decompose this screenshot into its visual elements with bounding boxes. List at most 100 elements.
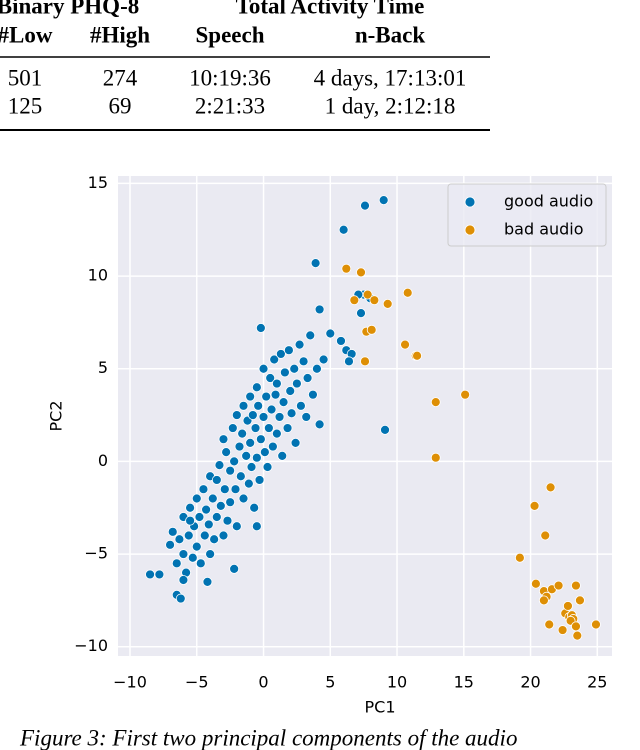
point bbox=[259, 447, 270, 458]
point bbox=[218, 434, 229, 445]
point bbox=[178, 549, 189, 559]
point bbox=[430, 397, 441, 408]
legend-box bbox=[447, 183, 607, 247]
point bbox=[369, 295, 380, 306]
point bbox=[247, 410, 258, 420]
table-cell: 1 day, 2:12:18 bbox=[325, 93, 456, 118]
point bbox=[529, 500, 540, 511]
point bbox=[250, 423, 261, 433]
point bbox=[282, 423, 293, 433]
point bbox=[234, 441, 245, 452]
point bbox=[231, 521, 242, 532]
column-header: #High bbox=[90, 22, 150, 47]
point bbox=[265, 373, 276, 383]
point bbox=[243, 478, 254, 489]
x-tick-label: 10 bbox=[387, 673, 407, 692]
point bbox=[202, 576, 213, 587]
point bbox=[165, 539, 175, 550]
point bbox=[292, 378, 302, 389]
point bbox=[191, 541, 202, 552]
point bbox=[211, 475, 222, 485]
point bbox=[187, 552, 198, 563]
point bbox=[258, 363, 269, 374]
point bbox=[325, 328, 336, 339]
y-tick-label: 15 bbox=[88, 173, 108, 192]
point bbox=[289, 363, 300, 374]
x-tick-label: −10 bbox=[113, 673, 147, 692]
point bbox=[263, 423, 274, 433]
point bbox=[402, 287, 413, 298]
point bbox=[275, 349, 286, 359]
point bbox=[380, 424, 390, 435]
table-cell: 10:19:36 bbox=[189, 65, 271, 90]
point bbox=[283, 345, 294, 356]
caption: Figure 3: First two principal components… bbox=[19, 725, 517, 750]
point bbox=[221, 447, 232, 458]
point bbox=[338, 224, 349, 235]
point bbox=[270, 389, 281, 400]
point bbox=[167, 526, 178, 537]
point bbox=[230, 484, 241, 495]
table-cell: 501 bbox=[8, 65, 43, 90]
point bbox=[251, 521, 262, 532]
point bbox=[286, 408, 297, 419]
point bbox=[225, 465, 236, 476]
point bbox=[227, 423, 238, 433]
point bbox=[341, 263, 352, 274]
point bbox=[298, 356, 309, 367]
point bbox=[251, 452, 262, 463]
point bbox=[183, 530, 194, 541]
point bbox=[572, 630, 583, 641]
group-header: Total Activity Time bbox=[236, 0, 425, 18]
point bbox=[261, 391, 272, 402]
legend-marker bbox=[464, 224, 476, 236]
point bbox=[255, 323, 266, 333]
point bbox=[362, 289, 373, 300]
point bbox=[207, 493, 218, 504]
point bbox=[271, 378, 282, 389]
point bbox=[238, 493, 249, 504]
point bbox=[195, 558, 206, 569]
point bbox=[255, 434, 266, 445]
point bbox=[514, 552, 525, 563]
point bbox=[382, 298, 393, 309]
point bbox=[575, 595, 585, 606]
column-header: Speech bbox=[196, 22, 265, 47]
point bbox=[285, 386, 296, 396]
point bbox=[214, 460, 225, 471]
point bbox=[199, 530, 210, 541]
legend-label: bad audio bbox=[504, 220, 584, 239]
point bbox=[290, 437, 301, 448]
point bbox=[314, 304, 325, 315]
point bbox=[312, 363, 322, 374]
point bbox=[185, 515, 195, 526]
point bbox=[209, 534, 220, 545]
group-header: Binary PHQ-8 bbox=[0, 0, 139, 18]
point bbox=[296, 400, 306, 411]
x-tick-label: 20 bbox=[520, 673, 540, 692]
point bbox=[356, 267, 366, 278]
y-tick-label: −10 bbox=[74, 636, 108, 655]
point bbox=[530, 578, 541, 589]
x-axis-label: PC1 bbox=[365, 698, 396, 717]
x-tick-label: 0 bbox=[258, 673, 268, 692]
point bbox=[540, 530, 551, 541]
legend-label: good audio bbox=[504, 192, 593, 211]
point bbox=[211, 512, 222, 522]
point bbox=[175, 593, 186, 604]
point bbox=[557, 625, 568, 635]
point bbox=[154, 569, 165, 580]
point bbox=[360, 200, 370, 211]
point bbox=[222, 515, 233, 526]
point bbox=[305, 330, 316, 341]
point bbox=[336, 336, 346, 346]
point bbox=[241, 450, 252, 461]
point bbox=[219, 484, 230, 495]
y-tick-label: 0 bbox=[98, 451, 108, 470]
point bbox=[544, 619, 555, 630]
point bbox=[430, 452, 441, 463]
point bbox=[266, 404, 277, 415]
point bbox=[356, 308, 366, 319]
legend-marker bbox=[464, 196, 476, 208]
point bbox=[215, 500, 226, 511]
